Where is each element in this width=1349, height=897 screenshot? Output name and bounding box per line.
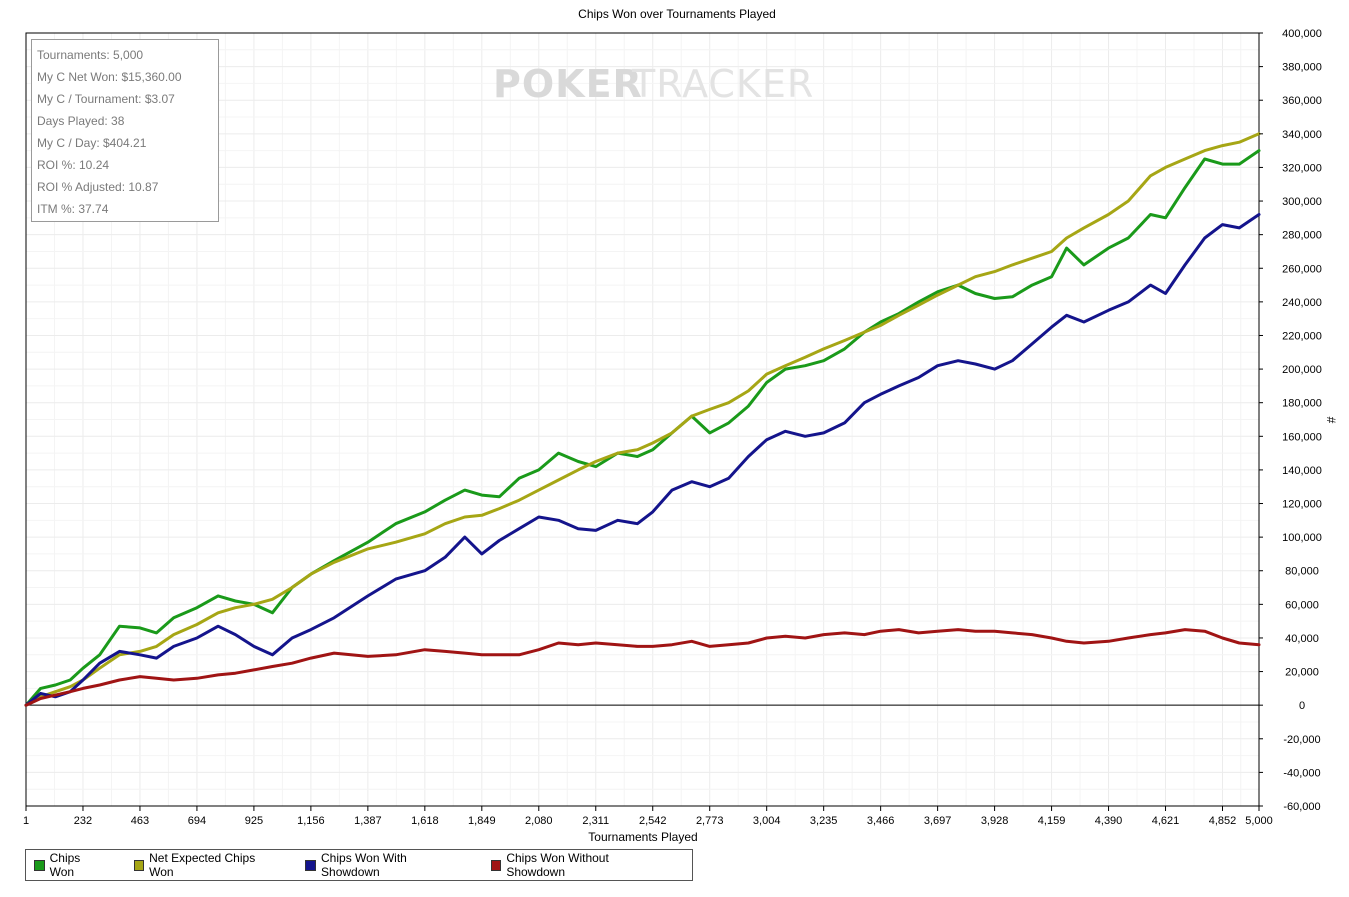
series-line-2: [24, 132, 1261, 707]
svg-text:TRACKER: TRACKER: [631, 62, 814, 106]
y-tick-label: -40,000: [1283, 767, 1320, 779]
x-tick-label: 5,000: [1245, 815, 1273, 827]
y-tick-label: 60,000: [1285, 599, 1319, 611]
series-line-4: [24, 628, 1261, 707]
legend-swatch: [133, 859, 145, 871]
legend-item-without-showdown[interactable]: Chips Won Without Showdown: [490, 851, 664, 879]
x-tick-label: 694: [188, 815, 206, 827]
stat-roi: ROI %: 10.24: [37, 158, 110, 172]
series-line-1: [24, 149, 1261, 707]
x-tick-label: 2,080: [525, 815, 553, 827]
series-lines: [24, 132, 1261, 707]
y-tick-label: 160,000: [1282, 431, 1322, 443]
y-tick-label: 40,000: [1285, 633, 1319, 645]
x-tick-label: 3,466: [867, 815, 895, 827]
series-line-3: [24, 213, 1261, 707]
x-tick-label: 463: [131, 815, 149, 827]
x-tick-label: 4,159: [1038, 815, 1066, 827]
y-tick-label: 400,000: [1282, 28, 1322, 40]
legend-item-net-expected[interactable]: Net Expected Chips Won: [133, 851, 278, 879]
legend-label: Net Expected Chips Won: [149, 851, 256, 879]
svg-text:POKER: POKER: [493, 62, 643, 106]
y-tick-label: 120,000: [1282, 499, 1322, 511]
x-tick-label: 4,852: [1209, 815, 1237, 827]
legend-item-with-showdown[interactable]: Chips Won With Showdown: [305, 851, 462, 879]
x-tick-label: 3,697: [924, 815, 952, 827]
y-tick-label: 280,000: [1282, 230, 1322, 242]
y-tick-label: -20,000: [1283, 734, 1320, 746]
y-tick-label: 80,000: [1285, 566, 1319, 578]
stat-roi-adjusted: ROI % Adjusted: 10.87: [37, 180, 159, 194]
x-tick-label: 1: [23, 815, 29, 827]
x-tick-label: 2,542: [639, 815, 667, 827]
chart-title: Chips Won over Tournaments Played: [578, 7, 776, 21]
y-tick-label: 360,000: [1282, 95, 1322, 107]
y-tick-label: 240,000: [1282, 297, 1322, 309]
legend-item-chips-won[interactable]: Chips Won: [34, 851, 106, 879]
x-tick-label: 1,156: [297, 815, 325, 827]
y-tick-label: 260,000: [1282, 263, 1322, 275]
x-tick-label: 3,235: [810, 815, 838, 827]
legend-swatch: [490, 859, 502, 871]
legend-swatch: [305, 859, 317, 871]
x-tick-label: 2,311: [582, 815, 609, 827]
pokertracker-watermark: POKER TRACKER: [493, 62, 814, 106]
stat-per-day: My C / Day: $404.21: [37, 136, 147, 150]
x-tick-label: 925: [245, 815, 263, 827]
x-axis-title: Tournaments Played: [588, 830, 697, 844]
stat-tournaments: Tournaments: 5,000: [37, 48, 144, 62]
x-tick-label: 1,618: [411, 815, 439, 827]
plot-area-border: [25, 32, 1260, 807]
y-axis-title: #: [1324, 417, 1338, 424]
y-tick-label: 220,000: [1282, 330, 1322, 342]
legend-label: Chips Won With Showdown: [321, 851, 407, 879]
stat-per-tournament: My C / Tournament: $3.07: [37, 92, 175, 106]
y-axis: -60,000 -40,000 -20,000 0 20,000 40,000 60,000…: [1259, 28, 1322, 813]
x-tick-label: 232: [74, 815, 92, 827]
x-tick-label: 2,773: [696, 815, 724, 827]
y-tick-label: 100,000: [1282, 532, 1322, 544]
y-tick-label: 0: [1299, 700, 1305, 712]
stat-itm: ITM %: 37.74: [37, 202, 109, 216]
y-tick-label: -60,000: [1283, 801, 1320, 813]
y-tick-label: 380,000: [1282, 62, 1322, 74]
x-tick-label: 3,004: [753, 815, 781, 827]
x-axis: 1 232 463 694 925 1,156 1,387 1,618 1,849 2,080 2,…: [23, 806, 1273, 827]
legend-swatch: [34, 859, 45, 871]
y-tick-label: 180,000: [1282, 398, 1322, 410]
x-tick-label: 1,387: [354, 815, 382, 827]
legend-label: Chips Won: [49, 851, 81, 879]
gridlines: [25, 32, 1260, 807]
x-tick-label: 1,849: [468, 815, 496, 827]
y-tick-label: 140,000: [1282, 465, 1322, 477]
x-tick-label: 4,390: [1095, 815, 1123, 827]
chart-legend: Chips Won Net Expected Chips Won Chips W…: [25, 849, 693, 881]
y-tick-label: 320,000: [1282, 162, 1322, 174]
y-tick-label: 300,000: [1282, 196, 1322, 208]
stats-summary-box: Tournaments: 5,000 My C Net Won: $15,360…: [31, 39, 219, 222]
y-tick-label: 20,000: [1285, 667, 1319, 679]
stat-net-won: My C Net Won: $15,360.00: [37, 70, 182, 84]
y-tick-label: 340,000: [1282, 129, 1322, 141]
y-tick-label: 200,000: [1282, 364, 1322, 376]
x-tick-label: 4,621: [1152, 815, 1180, 827]
x-tick-label: 3,928: [981, 815, 1009, 827]
legend-label: Chips Won Without Showdown: [506, 851, 609, 879]
stat-days-played: Days Played: 38: [37, 114, 125, 128]
